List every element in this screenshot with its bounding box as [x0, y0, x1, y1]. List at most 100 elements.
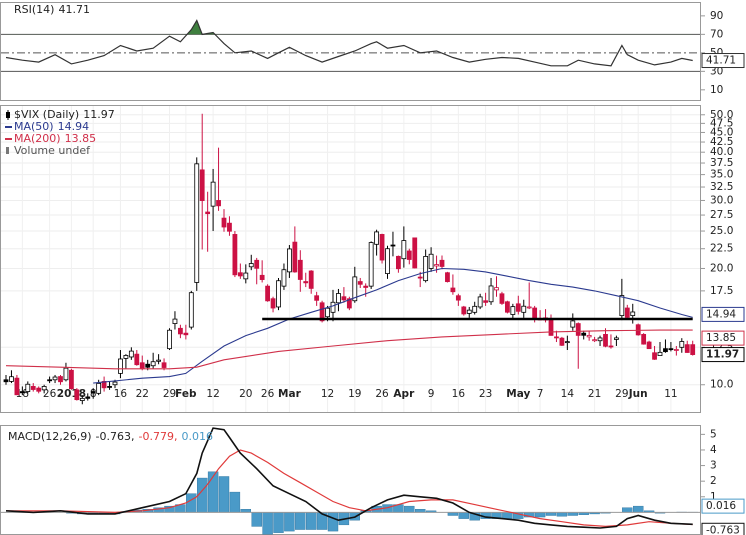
macd-line [5, 427, 693, 529]
rsi-panel [0, 2, 701, 101]
candle-body [286, 248, 292, 273]
candle-body [450, 287, 456, 293]
y-tick-label: 37.5 [710, 157, 733, 169]
candle-body [314, 295, 320, 301]
histogram-bar [306, 512, 317, 530]
candle-body [254, 259, 260, 269]
rsi-line [5, 19, 693, 67]
candle-body [504, 301, 510, 313]
candle-body [570, 320, 576, 328]
x-tick-label: 22 [136, 388, 149, 400]
histogram-bar [207, 471, 219, 513]
candle-body [581, 332, 587, 336]
candle-body [210, 181, 216, 207]
candle-body [167, 329, 172, 350]
candle-body [445, 272, 450, 283]
candle-body [690, 344, 696, 355]
value-label: 14.94 [706, 308, 736, 320]
candle-body [63, 367, 69, 381]
y-tick-label: 5 [710, 428, 717, 440]
x-tick-label: 9 [428, 388, 435, 400]
histogram-bar [295, 512, 306, 530]
candle-body [150, 361, 156, 367]
candle-body [406, 250, 412, 260]
value-label: 11.97 [706, 349, 739, 361]
x-tick-label: 29 [163, 388, 176, 400]
y-tick-label: 42.5 [710, 136, 733, 148]
candle-body [221, 217, 227, 228]
candle-body [270, 298, 276, 309]
candle-body [346, 298, 352, 309]
candle-body [156, 359, 162, 362]
y-tick-label: 30.0 [710, 194, 733, 206]
candle-body [357, 281, 363, 285]
candle-body [477, 296, 483, 308]
x-tick-label: 12 [321, 388, 334, 400]
candle-body [292, 241, 298, 273]
y-tick-label: 45.0 [710, 126, 733, 138]
candle-body [586, 334, 592, 338]
x-tick-label: 29 [615, 388, 628, 400]
candle-body [657, 351, 663, 356]
x-tick-label: 26 [261, 388, 275, 400]
candle-body [145, 363, 151, 368]
macd-title: MACD(12,26,9) [8, 430, 92, 443]
candle-body [3, 379, 9, 383]
x-tick-label: 16 [114, 388, 128, 400]
candle-body [597, 337, 603, 342]
legend-name: MA(200) [14, 132, 61, 145]
candle-body [679, 341, 685, 348]
candle-body [614, 337, 619, 340]
histogram-bar [502, 512, 513, 519]
price-title: $VIX (Daily) [14, 108, 79, 121]
value-label: -0.763 [706, 524, 740, 535]
plot-layer: 103050709041.7110.012.517.520.022.525.02… [1, 10, 745, 535]
candle-body [374, 231, 380, 245]
macd-header: MACD(12,26,9) -0.763, -0.779, 0.016 [8, 430, 213, 443]
y-tick-label: 30 [710, 65, 723, 77]
candle-body [428, 253, 434, 269]
candle-body [172, 318, 178, 324]
candle-body [352, 276, 358, 302]
candle-body [248, 263, 254, 268]
candle-body [532, 307, 538, 320]
y-tick-label: 40.0 [710, 146, 733, 158]
candle-body [494, 287, 499, 291]
candle-body [608, 345, 614, 348]
histogram-bar [218, 476, 230, 513]
candle-body [515, 303, 521, 312]
candle-body [646, 341, 652, 350]
candle-body [630, 311, 636, 317]
y-tick-label: 2 [710, 475, 717, 487]
candle-body [663, 348, 668, 353]
candle-body [9, 376, 14, 382]
candle-body [526, 306, 532, 309]
y-tick-label: 70 [710, 28, 723, 40]
x-tick-label: Jun [628, 388, 648, 400]
y-tick-label: 10 [710, 84, 723, 96]
candle-body [673, 349, 679, 351]
candle-body [96, 383, 102, 394]
x-tick-label: 14 [561, 388, 575, 400]
candle-body [85, 396, 91, 399]
macd-value: -0.763, [96, 430, 135, 443]
x-tick-label: May [506, 388, 530, 400]
candle-body [303, 281, 309, 284]
candle-body [243, 272, 249, 280]
candle-body [199, 169, 205, 201]
candle-body [123, 355, 129, 359]
candle-body [69, 369, 74, 390]
candle-body [423, 256, 429, 282]
candle-body [390, 244, 396, 247]
candle-body [461, 306, 467, 315]
candle-body [79, 397, 85, 401]
y-tick-label: 35.0 [710, 169, 733, 181]
y-tick-label: 25.0 [710, 225, 733, 237]
histogram-bar [229, 491, 241, 513]
histogram-bar [186, 493, 197, 513]
candle-body [483, 300, 489, 303]
candle-body [107, 386, 112, 388]
x-tick-label: 21 [588, 388, 601, 400]
y-tick-label: 50.0 [710, 109, 733, 121]
